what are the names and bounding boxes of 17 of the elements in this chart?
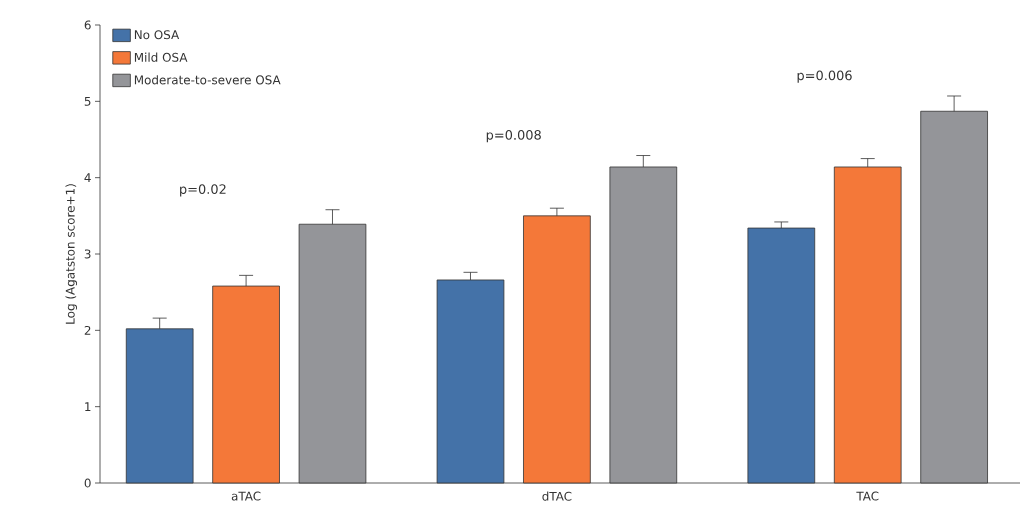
x-tick-label: TAC (856, 491, 879, 501)
y-tick-label: 4 (84, 173, 91, 183)
y-tick-label: 2 (84, 325, 91, 335)
y-tick-label: 0 (84, 478, 91, 488)
x-tick-label: dTAC (542, 491, 572, 501)
annotation: p=0.02 (180, 184, 226, 197)
x-tick-label: aTAC (231, 491, 261, 501)
y-tick-label: 5 (84, 96, 91, 106)
annotation: p=0.008 (486, 130, 541, 143)
y-tick-label: 6 (84, 20, 91, 30)
legend-label: Mild OSA (134, 52, 188, 62)
y-tick-label: 1 (85, 402, 91, 412)
legend-label: No OSA (134, 30, 180, 40)
y-axis-title: Log (Agatston score+1) (65, 184, 78, 324)
legend-label: Moderate-to-severe OSA (134, 75, 281, 85)
annotation: p=0.006 (797, 70, 852, 83)
y-tick-label: 3 (84, 249, 91, 259)
